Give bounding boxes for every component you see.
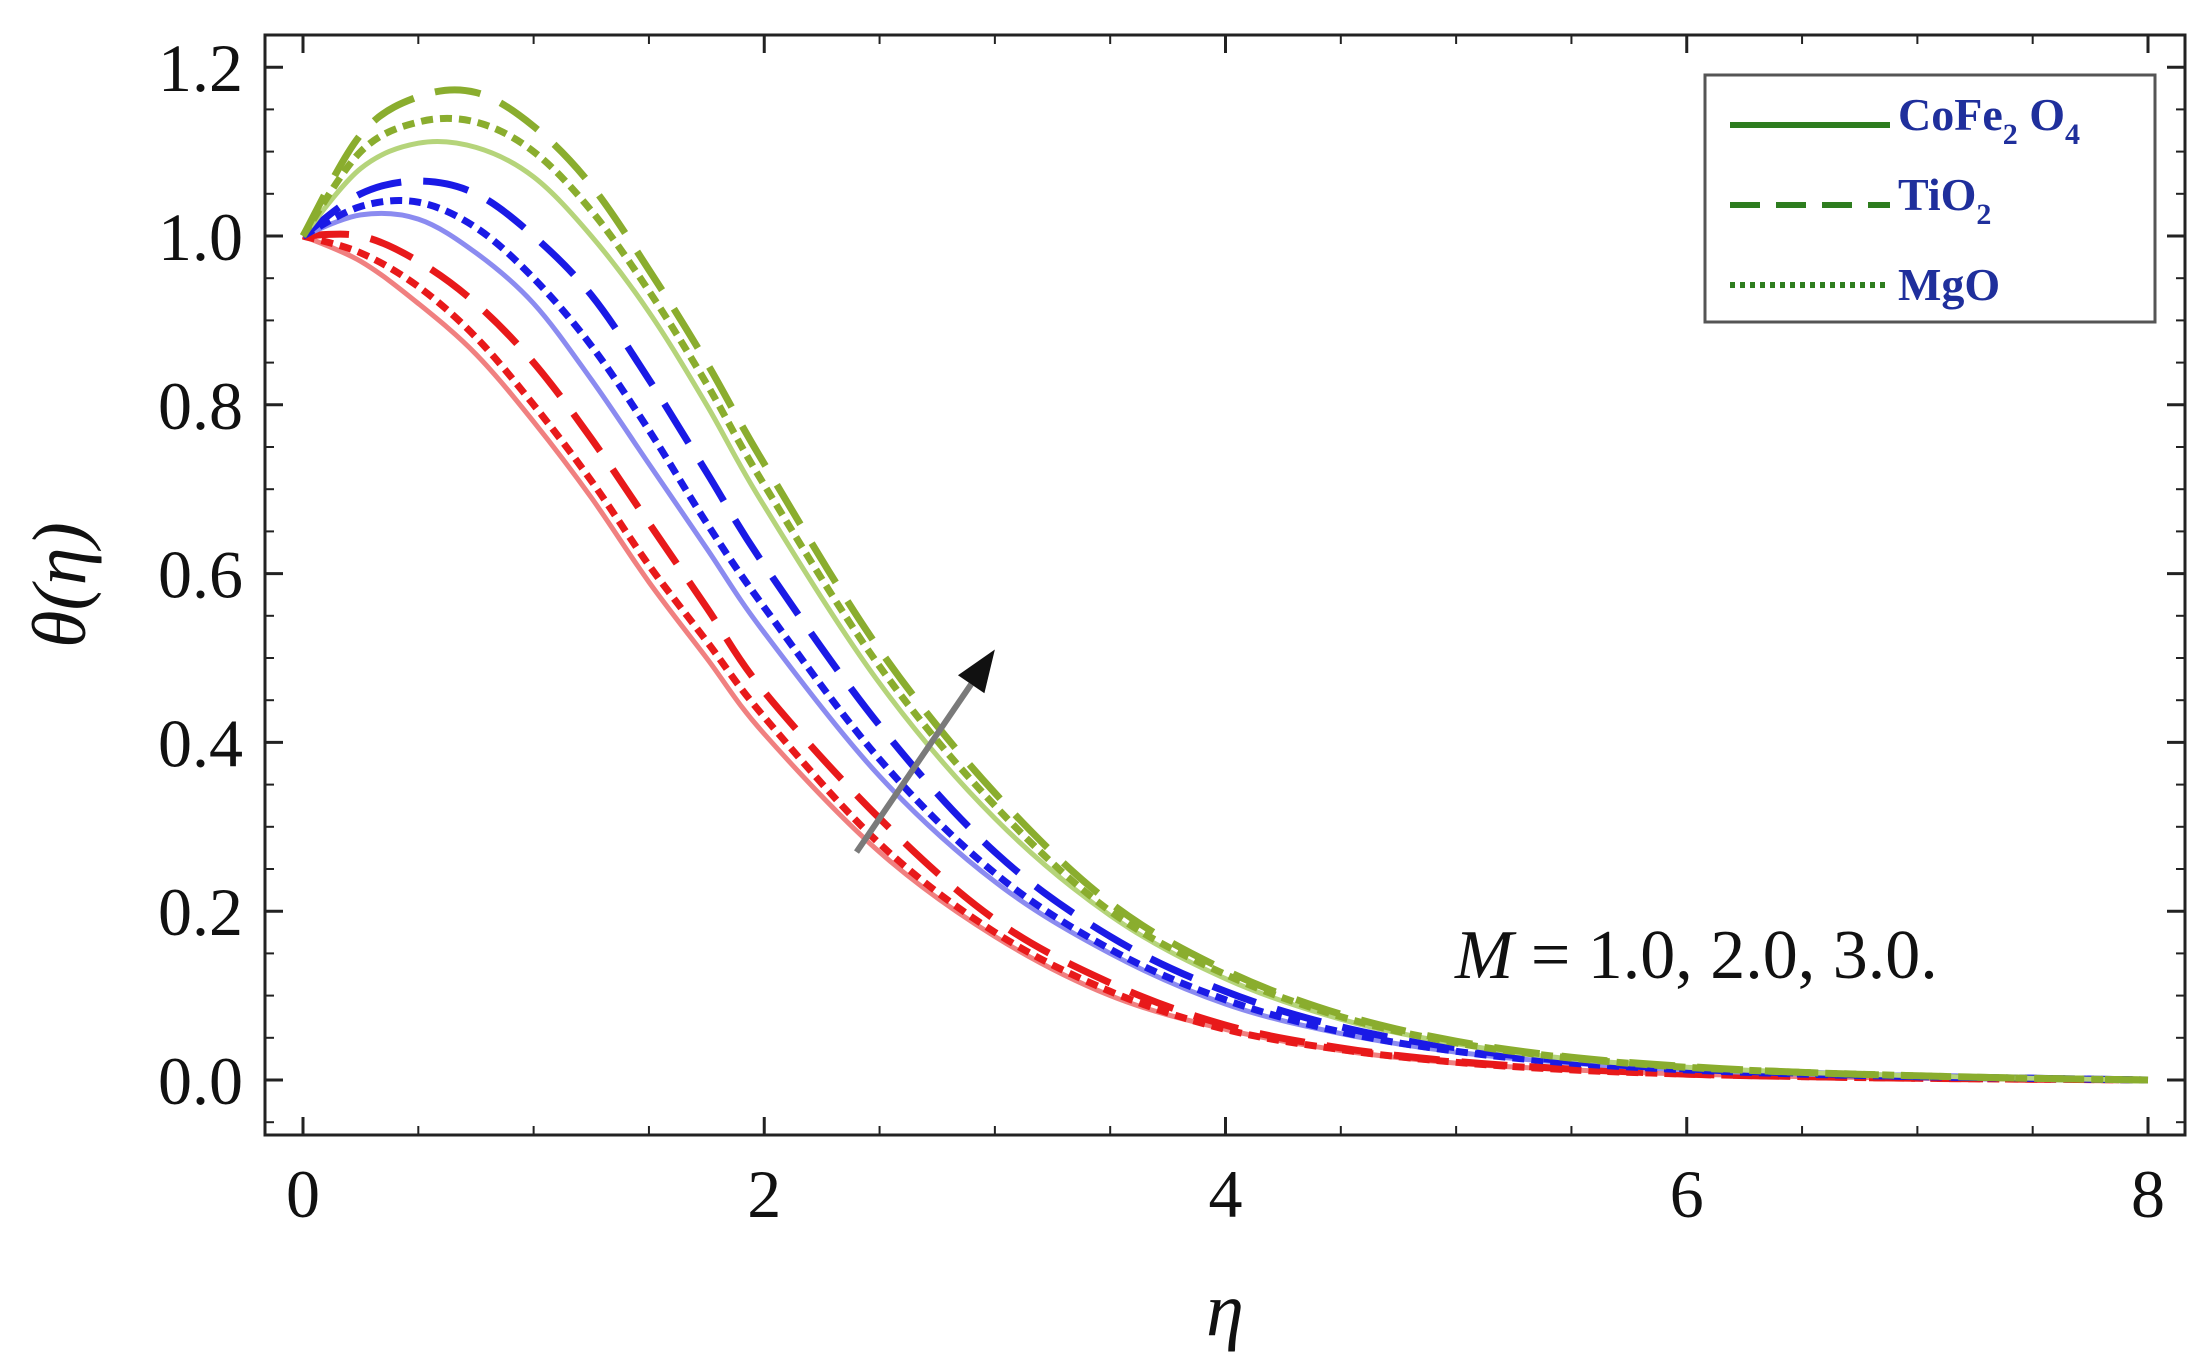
x-tick-label: 8: [2131, 1156, 2165, 1232]
y-tick-label: 0.2: [158, 874, 243, 950]
x-tick-label: 2: [747, 1156, 781, 1232]
legend-box: [1703, 73, 2157, 324]
plot-frame: [263, 33, 2187, 1137]
increase-arrow: [854, 649, 995, 854]
series-line-tio2-m3: [299, 86, 2149, 1084]
x-tick-label: 6: [1670, 1156, 1704, 1232]
y-tick-label: 1.2: [158, 30, 243, 106]
series-line-mgo-m3: [300, 114, 2149, 1084]
ticks-layer: 0.0 0.2 0.4 0.6 0.8 1.0 1.2 0 2 4 6 8: [158, 30, 2185, 1232]
annotation-m-values: M = 1.0, 2.0, 3.0.: [1454, 917, 1938, 994]
series-line-tio2-m1: [302, 230, 2149, 1084]
y-tick-label: 0.4: [158, 705, 243, 781]
legend-label-cofe2o4: CoFe2 O4: [1898, 89, 2080, 151]
y-tick-label: 1.0: [158, 199, 243, 275]
y-tick-label: 0.6: [158, 537, 243, 613]
series-line-mgo-m1: [302, 232, 2149, 1084]
arrow-head: [957, 649, 995, 694]
series-layer: [299, 86, 2149, 1084]
x-tick-label: 4: [1209, 1156, 1243, 1232]
legend: CoFe2 O4 TiO2 MgO: [1703, 73, 2157, 324]
legend-label-mgo: MgO: [1898, 259, 2000, 310]
x-axis-title: η: [1206, 1268, 1244, 1352]
legend-label-tio2: TiO2: [1898, 169, 1991, 231]
y-tick-label: 0.8: [158, 368, 243, 444]
arrow-shaft: [854, 682, 974, 854]
y-axis-title: θ(η): [18, 522, 102, 648]
y-tick-label: 0.0: [158, 1043, 243, 1119]
x-tick-label: 0: [286, 1156, 320, 1232]
series-line-mgo-m2: [301, 197, 2149, 1084]
